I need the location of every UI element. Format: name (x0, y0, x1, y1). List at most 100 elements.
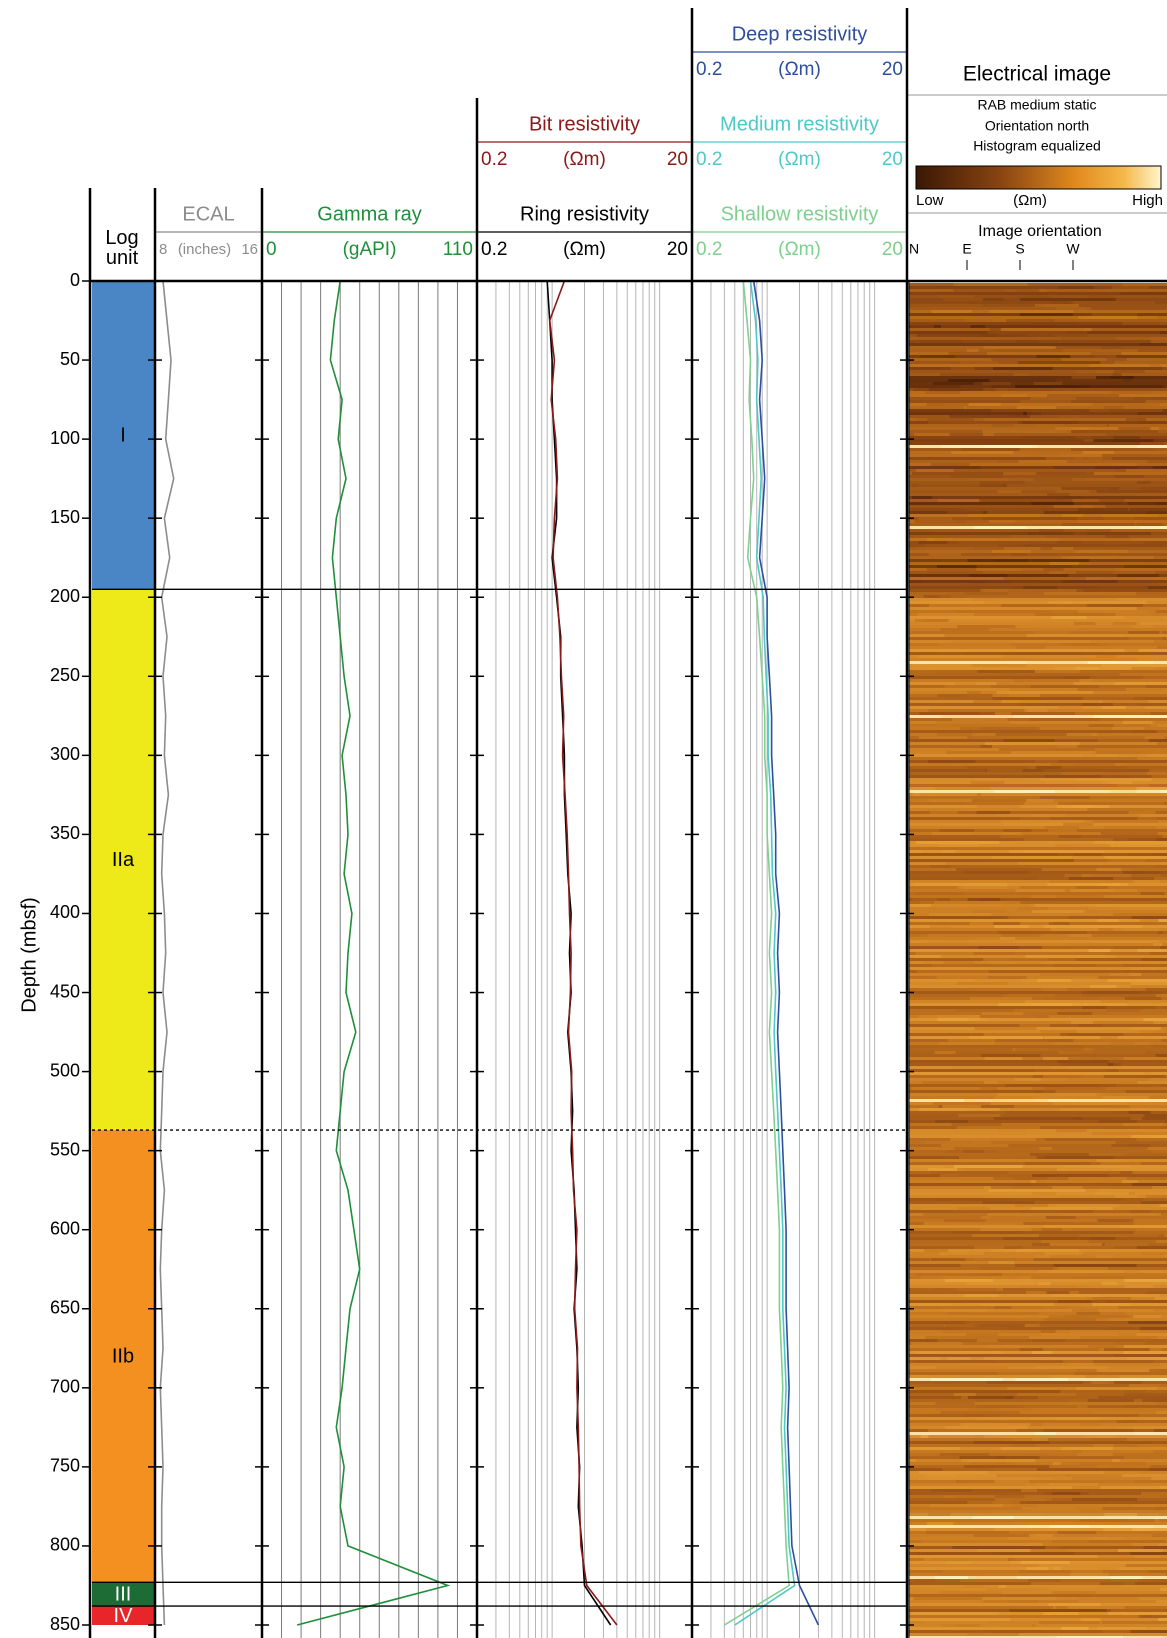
image-streak (1162, 367, 1167, 370)
y-tick-label: 600 (50, 1218, 80, 1238)
image-streak (1076, 667, 1098, 670)
image-streak (1148, 1570, 1167, 1573)
image-streak (943, 1570, 1020, 1573)
image-streak (1048, 1603, 1100, 1606)
image-streak (1011, 1306, 1083, 1309)
electrical-image (909, 283, 1167, 1638)
image-streak (1041, 1240, 1088, 1243)
image-streak (981, 1012, 1023, 1015)
image-streak (1003, 1504, 1038, 1507)
image-stripe (909, 1021, 1167, 1024)
image-streak (1030, 1549, 1117, 1552)
image-streak (942, 1468, 995, 1471)
image-streak (1102, 1621, 1167, 1624)
image-streak (918, 1552, 1000, 1555)
image-stripe (909, 730, 1167, 733)
image-streak (1158, 919, 1167, 922)
image-streak (1062, 514, 1084, 517)
image-streak (1110, 790, 1136, 793)
image-streak (1154, 1297, 1167, 1300)
image-streak (1050, 562, 1079, 565)
image-streak (932, 832, 1022, 835)
image-streak (963, 859, 1058, 862)
image-streak (983, 298, 1003, 301)
image-streak (983, 1201, 1035, 1204)
image-streak (1159, 940, 1167, 943)
image-streak (1067, 430, 1158, 433)
image-streak (997, 1474, 1071, 1477)
image-stripe (909, 1201, 1167, 1204)
image-streak (936, 1402, 975, 1405)
image-streak (1006, 652, 1082, 655)
image-streak (1072, 1228, 1136, 1231)
image-streak (974, 829, 1003, 832)
image-streak (1014, 1177, 1068, 1180)
image-streak (1099, 499, 1125, 502)
image-stripe (909, 1585, 1167, 1588)
image-streak (977, 805, 1020, 808)
image-streak (1086, 1303, 1130, 1306)
image-streak (1156, 838, 1167, 841)
image-streak (1068, 1606, 1125, 1609)
image-streak (923, 847, 1004, 850)
image-streak (1137, 445, 1167, 448)
image-streak (1038, 1396, 1098, 1399)
image-streak (1156, 1240, 1167, 1243)
image-streak (994, 1117, 1083, 1120)
orientation-label: S (1015, 241, 1024, 257)
image-streak (927, 1522, 954, 1525)
image-streak (1120, 292, 1167, 295)
image-streak (1154, 1309, 1167, 1312)
image-streak (1113, 928, 1167, 931)
image-streak (1022, 568, 1116, 571)
image-streak (1105, 880, 1129, 883)
image-streak (1008, 1537, 1100, 1540)
image-streak (1023, 586, 1057, 589)
image-streak (952, 1546, 1045, 1549)
image-streak (1121, 352, 1167, 355)
orientation-label: E (962, 241, 971, 257)
image-streak (1088, 1399, 1134, 1402)
image-streak (972, 910, 1032, 913)
image-streak (1040, 1564, 1126, 1567)
image-streak (1072, 805, 1094, 808)
image-streak (952, 1123, 1002, 1126)
image-streak (945, 1279, 993, 1282)
image-streak (1153, 1450, 1167, 1453)
image-streak (1055, 844, 1110, 847)
image-streak (928, 1435, 984, 1438)
image-streak (1043, 568, 1063, 571)
image-streak (1162, 943, 1167, 946)
image-streak (1146, 511, 1167, 514)
image-streak (1048, 829, 1077, 832)
image-streak (1085, 1084, 1115, 1087)
image-streak (1144, 1114, 1167, 1117)
image-streak (1093, 1363, 1160, 1366)
image-streak (1026, 709, 1047, 712)
image-streak (1097, 739, 1148, 742)
image-streak (1133, 1222, 1167, 1225)
image-streak (966, 1282, 1033, 1285)
image-streak (1000, 1594, 1091, 1597)
image-streak (1128, 631, 1159, 634)
image-stripe (909, 1492, 1167, 1495)
image-streak (925, 1603, 1003, 1606)
image-streak (1084, 1003, 1127, 1006)
image-streak (1093, 403, 1161, 406)
image-streak (938, 286, 1026, 289)
image-stripe (909, 1027, 1167, 1030)
image-streak (1056, 1330, 1140, 1333)
image-stripe (909, 481, 1167, 484)
image-streak (1157, 646, 1167, 649)
scale-unit: (Ωm) (778, 59, 821, 80)
image-streak (1083, 589, 1167, 592)
color-bar (916, 166, 1161, 189)
image-streak (956, 1480, 994, 1483)
image-streak (993, 1060, 1053, 1063)
image-streak (992, 697, 1082, 700)
image-streak (1126, 469, 1167, 472)
image-streak (1161, 862, 1167, 865)
image-stripe (909, 796, 1167, 799)
image-streak (1137, 1246, 1167, 1249)
image-streak (911, 1342, 963, 1345)
